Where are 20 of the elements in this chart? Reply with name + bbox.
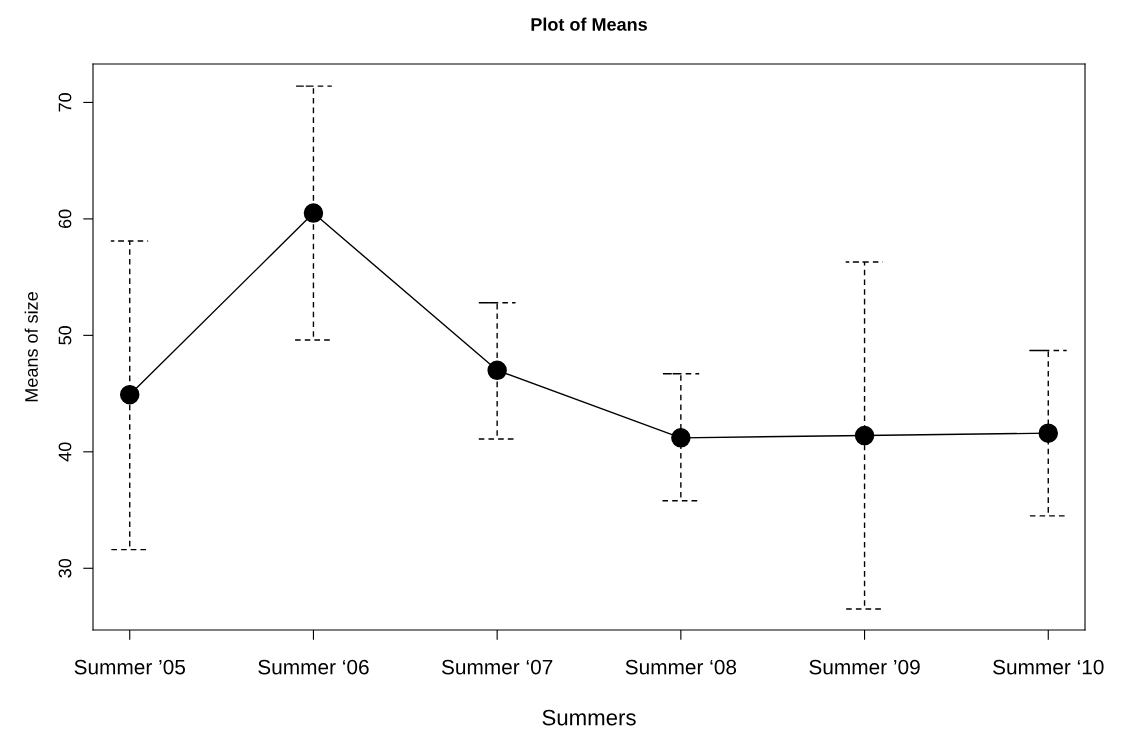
y-tick-label: 40: [58, 442, 72, 462]
x-tick-label: Summer ‘07: [441, 659, 553, 675]
x-tick-label: Summer ‘10: [993, 659, 1104, 675]
x-tick-label: Summer ’05: [74, 659, 186, 675]
point: [303, 203, 324, 223]
x-tick-label: Summer ’09: [809, 659, 920, 675]
point: [487, 360, 507, 381]
point: [120, 385, 140, 405]
point: [1038, 423, 1058, 443]
point: [854, 425, 875, 446]
x-axis-title: Summers: [542, 709, 636, 726]
x-tick-label: Summer ‘06: [258, 659, 369, 675]
point: [671, 428, 691, 448]
x-tick-label: Summer ‘08: [625, 659, 737, 675]
y-tick-label: 70: [58, 93, 72, 112]
y-axis-title: Means of size: [24, 292, 38, 402]
y-tick-label: 60: [58, 209, 72, 229]
y-tick-label: 30: [58, 558, 72, 578]
chart-title: Plot of Means: [531, 17, 647, 31]
y-tick-label: 50: [58, 326, 72, 345]
